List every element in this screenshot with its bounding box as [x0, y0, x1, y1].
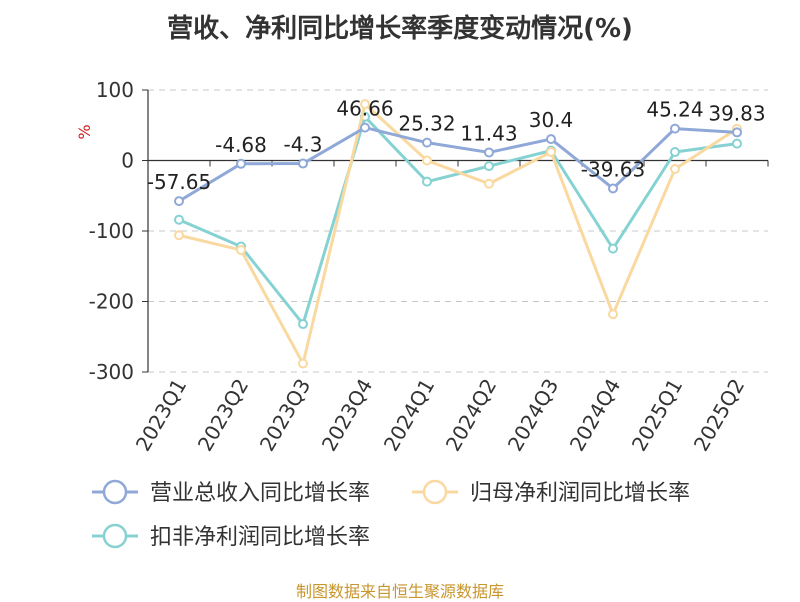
data-point	[670, 163, 680, 174]
x-tick-label: 2023Q4	[317, 375, 377, 456]
data-point	[608, 243, 618, 254]
series-line-0	[178, 126, 738, 203]
data-label: 30.4	[529, 108, 574, 132]
data-point	[298, 158, 308, 169]
legend-marker	[102, 523, 128, 549]
y-tick-label: -300	[89, 360, 134, 384]
grid-lines	[142, 89, 768, 373]
data-label: -57.65	[147, 170, 211, 194]
x-tick-label: 2023Q3	[255, 375, 315, 456]
x-tick-label: 2024Q3	[503, 375, 563, 456]
data-label: 46.66	[336, 97, 393, 121]
data-point	[484, 147, 494, 158]
series-line-1	[178, 102, 738, 366]
series-group	[174, 99, 742, 369]
x-tick-labels: 2023Q1 2023Q2 2023Q3 2023Q4 2024Q1 2024Q2 2024…	[131, 375, 749, 456]
data-point	[732, 138, 742, 149]
data-point	[360, 99, 370, 110]
data-point	[422, 137, 432, 148]
legend-marker	[422, 479, 448, 505]
data-point	[484, 161, 494, 172]
data-point	[546, 147, 556, 158]
legend-marker	[102, 479, 128, 505]
data-point	[236, 158, 246, 169]
data-point	[298, 358, 308, 369]
data-point	[298, 319, 308, 330]
data-point	[174, 214, 184, 225]
data-point	[670, 147, 680, 158]
y-tick-labels: 100 0 -100 -200 -300	[89, 78, 134, 384]
data-point	[174, 196, 184, 207]
data-point	[236, 245, 246, 256]
data-point	[546, 134, 556, 145]
legend-label: 营业总收入同比增长率	[150, 481, 370, 506]
axes	[147, 90, 769, 372]
data-point	[608, 183, 618, 194]
x-tick-label: 2024Q1	[379, 375, 439, 456]
y-unit-label: %	[75, 124, 94, 139]
x-tick-label: 2025Q2	[689, 375, 749, 456]
y-tick-label: 100	[96, 78, 134, 102]
x-tick-label: 2023Q1	[131, 375, 191, 456]
data-point	[422, 155, 432, 166]
x-tick-label: 2024Q2	[441, 375, 501, 456]
data-point	[422, 176, 432, 187]
data-label: 11.43	[460, 121, 517, 145]
chart-title: 营收、净利同比增长率季度变动情况(%)	[167, 14, 633, 44]
data-point	[484, 178, 494, 189]
data-point	[732, 127, 742, 138]
data-label: -4.3	[283, 133, 322, 157]
data-label: 39.83	[708, 101, 765, 125]
y-tick-label: -200	[89, 290, 134, 314]
source-note: 制图数据来自恒生聚源数据库	[295, 582, 504, 601]
x-tick-label: 2023Q2	[193, 375, 253, 456]
legend-label: 扣非净利润同比增长率	[150, 525, 370, 550]
data-label: 25.32	[398, 112, 455, 136]
series-line-2	[178, 115, 738, 326]
y-tick-label: -100	[89, 219, 134, 243]
data-point	[608, 309, 618, 320]
data-label: -4.68	[215, 133, 267, 157]
x-tick-label: 2025Q1	[627, 375, 687, 456]
x-tick-label: 2024Q4	[565, 375, 625, 456]
legend-label: 归母净利润同比增长率	[470, 481, 690, 506]
data-label: -39.63	[581, 157, 645, 181]
data-point	[174, 230, 184, 241]
data-point	[670, 123, 680, 134]
data-point	[360, 122, 370, 133]
y-tick-label: 0	[121, 149, 134, 173]
data-label: 45.24	[646, 98, 703, 122]
